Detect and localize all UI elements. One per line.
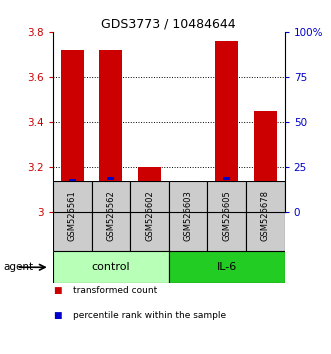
- Bar: [223, 177, 230, 180]
- Text: ■: ■: [53, 286, 62, 295]
- Bar: [53, 251, 169, 283]
- Bar: [254, 111, 277, 212]
- Bar: [262, 184, 269, 187]
- Text: GSM526603: GSM526603: [184, 190, 193, 241]
- Text: IL-6: IL-6: [216, 262, 237, 272]
- Bar: [246, 181, 285, 251]
- Text: percentile rank within the sample: percentile rank within the sample: [73, 310, 226, 320]
- Title: GDS3773 / 10484644: GDS3773 / 10484644: [102, 18, 236, 31]
- Bar: [130, 181, 169, 251]
- Bar: [146, 188, 153, 191]
- Text: GSM526678: GSM526678: [261, 190, 270, 241]
- Bar: [208, 181, 246, 251]
- Bar: [185, 191, 192, 193]
- Bar: [215, 41, 238, 212]
- Bar: [99, 50, 122, 212]
- Text: GSM526561: GSM526561: [68, 190, 77, 241]
- Bar: [92, 181, 130, 251]
- Bar: [169, 181, 208, 251]
- Bar: [176, 206, 200, 212]
- Bar: [107, 177, 115, 180]
- Bar: [169, 251, 285, 283]
- Text: ■: ■: [53, 310, 62, 320]
- Text: agent: agent: [3, 262, 33, 272]
- Bar: [69, 179, 76, 182]
- Text: GSM526562: GSM526562: [106, 190, 116, 241]
- Text: transformed count: transformed count: [73, 286, 157, 295]
- Text: GSM526602: GSM526602: [145, 190, 154, 241]
- Bar: [61, 50, 84, 212]
- Text: control: control: [92, 262, 130, 272]
- Bar: [53, 181, 92, 251]
- Text: GSM526605: GSM526605: [222, 190, 231, 241]
- Bar: [138, 167, 161, 212]
